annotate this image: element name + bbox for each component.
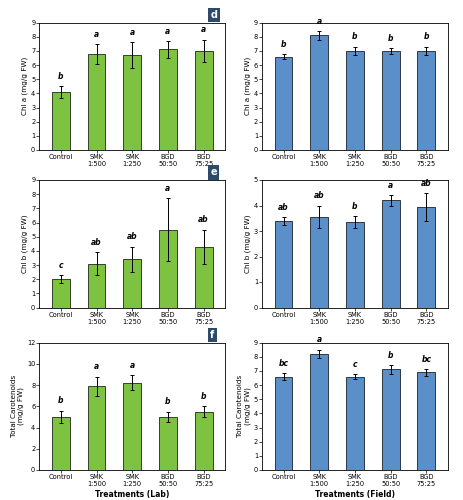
Text: a: a [129,362,135,370]
Text: b: b [58,396,63,406]
Bar [123,55,141,150]
Text: ab: ab [91,238,102,247]
Bar [88,54,105,150]
Bar [274,376,292,470]
Text: bc: bc [420,354,431,364]
Y-axis label: Total Carotenoids
(mg/g FW): Total Carotenoids (mg/g FW) [11,375,24,438]
Bar [381,51,399,150]
Text: a: a [316,336,321,344]
Text: a: a [94,30,99,38]
Bar [345,222,363,308]
Text: b: b [280,40,286,48]
Y-axis label: Chl a (mg/g FW): Chl a (mg/g FW) [22,57,28,116]
Bar [381,200,399,308]
Text: ab: ab [420,178,431,188]
Text: b: b [387,34,393,43]
Text: ab: ab [198,216,208,224]
Bar [52,279,69,308]
Text: ab: ab [278,203,288,212]
Bar [274,221,292,308]
Bar [52,417,69,470]
Text: f: f [210,330,214,340]
Bar [123,260,141,308]
Text: ab: ab [127,232,137,241]
Text: b: b [351,32,357,42]
Bar [274,56,292,150]
Text: b: b [165,398,170,406]
Bar [417,207,434,308]
Bar [381,370,399,470]
Y-axis label: Chl b (mg/g FW): Chl b (mg/g FW) [244,214,250,273]
Text: b: b [423,32,428,42]
Bar [159,417,176,470]
Bar [310,354,327,470]
X-axis label: Treatments (Field): Treatments (Field) [314,490,394,499]
Bar [345,376,363,470]
Text: e: e [210,168,216,177]
Text: c: c [352,360,357,368]
Text: a: a [200,26,206,35]
Bar [123,383,141,470]
Bar [310,35,327,150]
Bar [310,217,327,308]
Text: a: a [165,184,170,194]
Bar [194,412,212,470]
Text: a: a [316,17,321,26]
Text: b: b [387,351,393,360]
Text: bc: bc [278,359,288,368]
Text: a: a [129,28,135,37]
Text: a: a [165,27,170,36]
Bar [345,51,363,150]
Bar [159,230,176,308]
Y-axis label: Chl b (mg/g FW): Chl b (mg/g FW) [22,214,28,273]
Text: d: d [210,10,217,20]
Text: b: b [351,202,357,210]
Bar [417,372,434,470]
Y-axis label: Total Carotenoids
(mg/g FW): Total Carotenoids (mg/g FW) [237,375,250,438]
Text: b: b [200,392,206,401]
Bar [194,246,212,308]
Bar [417,51,434,150]
Bar [88,264,105,308]
Bar [159,50,176,150]
Text: a: a [387,181,392,190]
Text: b: b [58,72,63,81]
Text: a: a [94,362,99,372]
Bar [194,51,212,150]
Text: ab: ab [313,192,324,200]
Bar [88,386,105,470]
Y-axis label: Chl a (mg/g FW): Chl a (mg/g FW) [244,57,250,116]
Text: c: c [58,261,63,270]
Bar [52,92,69,150]
X-axis label: Treatments (Lab): Treatments (Lab) [95,490,169,499]
